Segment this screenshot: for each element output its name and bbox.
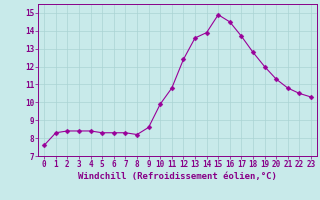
X-axis label: Windchill (Refroidissement éolien,°C): Windchill (Refroidissement éolien,°C) — [78, 172, 277, 181]
